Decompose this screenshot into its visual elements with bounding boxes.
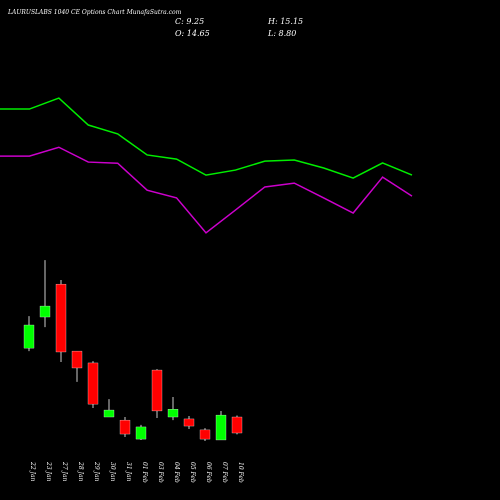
x-tick-label: 06 Feb <box>205 462 212 483</box>
candle-body <box>215 414 227 441</box>
average-line <box>0 97 413 179</box>
candle-body <box>119 419 131 435</box>
info-close: C: 9.25 <box>175 17 204 26</box>
x-tick-label: 03 Feb <box>157 462 164 483</box>
candle-body <box>167 409 179 418</box>
x-tick-label: 27 Jan <box>61 461 68 482</box>
x-tick-label: 01 Feb <box>141 462 148 483</box>
x-tick-label: 07 Feb <box>221 462 228 483</box>
x-tick-label: 31 Jan <box>125 462 132 482</box>
candle-body <box>87 362 99 405</box>
x-tick-label: 30 Jan <box>109 462 116 482</box>
average-line <box>0 146 413 234</box>
candle-body <box>23 324 35 349</box>
x-tick-label: 10 Feb <box>237 462 244 483</box>
candle-body <box>71 350 83 369</box>
info-low: L: 8.80 <box>267 29 296 38</box>
x-tick-label: 22 Jan <box>29 461 36 482</box>
candle-body <box>151 369 163 412</box>
x-tick-label: 05 Feb <box>189 462 196 483</box>
x-tick-label: 04 Feb <box>173 462 180 483</box>
info-high: H: 15.15 <box>267 17 303 26</box>
candle-body <box>199 429 211 440</box>
x-tick-label: 29 Jan <box>93 461 100 482</box>
candle-body <box>183 418 195 427</box>
x-tick-label: 23 Jan <box>45 461 52 482</box>
candle-body <box>231 416 243 434</box>
x-tick-label: 28 Jan <box>77 461 84 482</box>
info-open: O: 14.65 <box>175 29 210 38</box>
candle-body <box>135 426 147 440</box>
candle-body <box>55 283 67 353</box>
candle-body <box>39 305 51 318</box>
candle-body <box>103 409 115 418</box>
chart-title: LAURUSLABS 1040 CE Options Chart MunafaS… <box>7 9 182 16</box>
